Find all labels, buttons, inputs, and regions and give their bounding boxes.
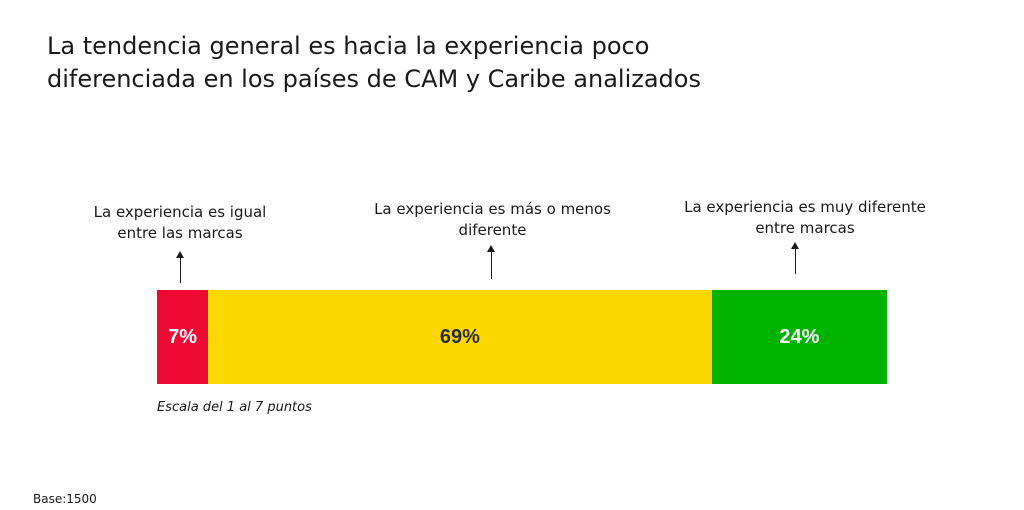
bar-value-label: 69% [439,325,480,348]
chart-title: La tendencia general es hacia la experie… [47,30,807,96]
bar-value-label: 24% [779,325,820,348]
bar-segment-very-different: 24% [711,290,887,384]
arrow-up-icon [791,242,799,274]
annotation-equal: La experiencia es igual entre las marcas [75,202,285,244]
scale-note: Escala del 1 al 7 puntos [157,400,312,415]
annotation-somewhat-different: La experiencia es más o menos diferente [355,199,630,241]
annotation-equal-line-2: entre las marcas [117,224,243,242]
bar-value-label: 7% [168,325,197,348]
chart-title-line-2: diferenciada en los países de CAM y Cari… [47,65,701,93]
chart-title-line-1: La tendencia general es hacia la experie… [47,32,650,60]
arrow-up-icon [487,245,495,279]
annotation-somewhat-different-line-1: La experiencia es más o menos [374,200,611,218]
base-note: Base:1500 [33,492,97,506]
annotation-very-different-line-2: entre marcas [755,219,855,237]
stacked-bar: 7% 69% 24% [157,290,887,384]
annotation-very-different-line-1: La experiencia es muy diferente [684,198,926,216]
arrow-up-icon [176,251,184,283]
bar-segment-equal: 7% [157,290,209,384]
annotation-very-different: La experiencia es muy diferente entre ma… [665,197,945,239]
annotation-equal-line-1: La experiencia es igual [93,203,267,221]
annotation-somewhat-different-line-2: diferente [458,221,527,239]
bar-segment-somewhat-different: 69% [208,290,712,384]
